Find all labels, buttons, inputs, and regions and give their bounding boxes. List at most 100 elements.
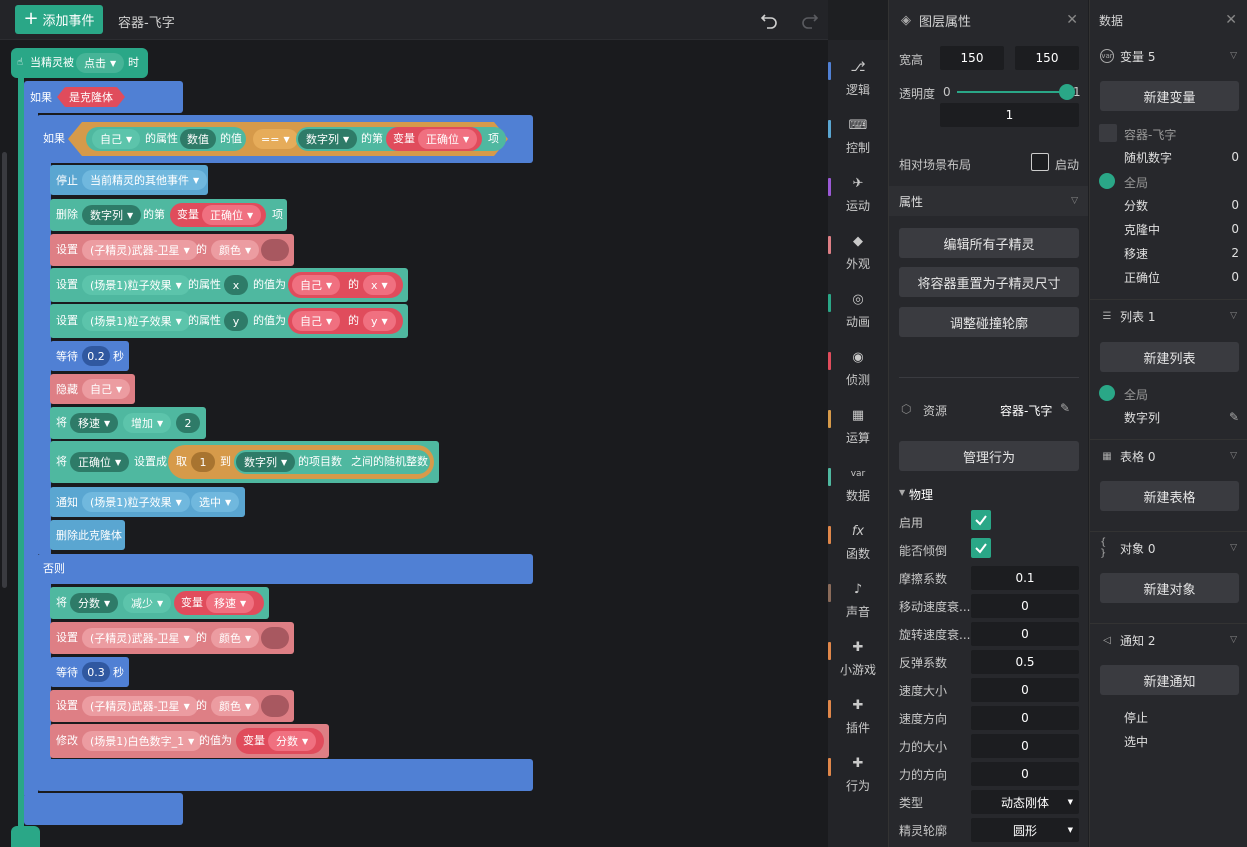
notify-msg-dropdown[interactable]: 选中 ▼ <box>191 492 239 512</box>
wait-value-1[interactable]: 0.2 <box>82 346 110 366</box>
list-item[interactable]: 选中 <box>1124 731 1239 751</box>
color-swatch-2[interactable] <box>261 627 289 649</box>
category-animation[interactable]: ◎ 动画 <box>828 282 888 338</box>
redo-button[interactable] <box>800 10 820 30</box>
color-prop-dropdown-3[interactable]: 颜色 ▼ <box>211 696 259 716</box>
add-event-button[interactable]: + 添加事件 <box>15 5 103 34</box>
color-swatch-3[interactable] <box>261 695 289 717</box>
set-x-target-dropdown[interactable]: (场景1)粒子效果 ▼ <box>82 275 190 295</box>
new-variable-button[interactable]: 新建变量 <box>1100 81 1239 111</box>
list-dropdown[interactable]: 数字列 ▼ <box>298 129 357 149</box>
dec-op-dropdown[interactable]: 减少 ▼ <box>123 593 171 613</box>
move-decay-input[interactable]: 0 <box>971 594 1079 618</box>
list-item[interactable]: 数字列 ✎ <box>1124 407 1239 427</box>
enable-checkbox[interactable] <box>971 510 991 530</box>
notify-target-dropdown[interactable]: (场景1)粒子效果 ▼ <box>82 492 190 512</box>
tables-section[interactable]: ▦ 表格 0 ▽ <box>1090 441 1247 471</box>
new-object-button[interactable]: 新建对象 <box>1100 573 1239 603</box>
new-list-button[interactable]: 新建列表 <box>1100 342 1239 372</box>
force-input[interactable]: 0 <box>971 734 1079 758</box>
color-swatch-1[interactable] <box>261 239 289 261</box>
set-color-target-dropdown-3[interactable]: (子精灵)武器-卫星 ▼ <box>82 696 198 716</box>
change-op-dropdown[interactable]: 增加 ▼ <box>123 413 171 433</box>
set-x-sub-dropdown[interactable]: x ▼ <box>363 275 396 295</box>
category-logic[interactable]: ⎇ 逻辑 <box>828 50 888 106</box>
delete-list-dropdown[interactable]: 数字列 ▼ <box>82 205 141 225</box>
is-clone-condition[interactable]: 是克隆体 <box>57 87 125 107</box>
event-trigger-dropdown[interactable]: 点击 ▼ <box>76 53 124 73</box>
count-list-dropdown[interactable]: 数字列 ▼ <box>236 452 295 472</box>
speed-dir-input[interactable]: 0 <box>971 706 1079 730</box>
set-y-sub-dropdown[interactable]: y ▼ <box>363 311 396 331</box>
edit-children-button[interactable]: 编辑所有子精灵 <box>899 228 1079 258</box>
outline-select[interactable]: 圆形 ▼ <box>971 818 1079 842</box>
category-sound[interactable]: ♪ 声音 <box>828 572 888 628</box>
height-input[interactable]: 150 <box>1015 46 1079 70</box>
set-x-prop-slot[interactable]: x <box>224 275 248 295</box>
category-looks[interactable]: ◆ 外观 <box>828 224 888 280</box>
friction-input[interactable]: 0.1 <box>971 566 1079 590</box>
delete-var-dropdown[interactable]: 正确位 ▼ <box>202 205 261 225</box>
category-motion[interactable]: ✈ 运动 <box>828 166 888 222</box>
category-data[interactable]: var 数据 <box>828 456 888 512</box>
category-function[interactable]: fx 函数 <box>828 514 888 570</box>
color-prop-dropdown-1[interactable]: 颜色 ▼ <box>211 240 259 260</box>
wait-value-2[interactable]: 0.3 <box>82 662 110 682</box>
list-item[interactable]: 随机数字 0 <box>1124 147 1239 167</box>
dec-var-dropdown[interactable]: 分数 ▼ <box>70 593 118 613</box>
prop-slot[interactable]: 数值 <box>180 129 216 149</box>
list-item[interactable]: 停止 <box>1124 707 1239 727</box>
category-behavior[interactable]: ✚ 行为 <box>828 746 888 802</box>
notices-section[interactable]: ◁ 通知 2 ▽ <box>1090 625 1247 655</box>
edit-pencil-icon[interactable]: ✎ <box>1060 401 1070 415</box>
category-control[interactable]: ⌨ 控制 <box>828 108 888 164</box>
opacity-input[interactable]: 1 <box>940 103 1079 127</box>
force-dir-input[interactable]: 0 <box>971 762 1079 786</box>
caret-down-icon[interactable]: ▼ <box>899 488 905 497</box>
adjust-collision-button[interactable]: 调整碰撞轮廓 <box>899 307 1079 337</box>
modify-v-dropdown[interactable]: 分数 ▼ <box>268 731 316 751</box>
operator-dropdown[interactable]: == ▼ <box>253 129 298 149</box>
change-value[interactable]: 2 <box>176 413 200 433</box>
lists-section[interactable]: ☰ 列表 1 ▽ <box>1090 301 1247 331</box>
var-dropdown[interactable]: 正确位 ▼ <box>418 129 477 149</box>
new-notice-button[interactable]: 新建通知 <box>1100 665 1239 695</box>
list-item[interactable]: 移速 2 <box>1124 243 1239 263</box>
list-item[interactable]: 克隆中 0 <box>1124 219 1239 239</box>
color-prop-dropdown-2[interactable]: 颜色 ▼ <box>211 628 259 648</box>
width-input[interactable]: 150 <box>940 46 1004 70</box>
set-y-prop-slot[interactable]: y <box>224 311 248 331</box>
set-color-target-dropdown-1[interactable]: (子精灵)武器-卫星 ▼ <box>82 240 198 260</box>
list-item[interactable]: 正确位 0 <box>1124 267 1239 287</box>
block-canvas[interactable]: ☝ 当精灵被 点击 ▼ 时 如果 是克隆体 如果 自己 ▼ 的属性 数值 的值 ==… <box>0 40 828 847</box>
manage-behavior-button[interactable]: 管理行为 <box>899 441 1079 471</box>
category-plugin[interactable]: ✚ 插件 <box>828 688 888 744</box>
modify-target-dropdown[interactable]: (场景1)白色数字_1 ▼ <box>82 731 202 751</box>
hide-target-dropdown[interactable]: 自己 ▼ <box>82 379 130 399</box>
category-minigame[interactable]: ✚ 小游戏 <box>828 630 888 686</box>
set-color-target-dropdown-2[interactable]: (子精灵)武器-卫星 ▼ <box>82 628 198 648</box>
change-var-dropdown[interactable]: 移速 ▼ <box>70 413 118 433</box>
rotate-decay-input[interactable]: 0 <box>971 622 1079 646</box>
stop-target-dropdown[interactable]: 当前精灵的其他事件 ▼ <box>82 170 207 190</box>
close-icon[interactable]: ✕ <box>1066 12 1078 28</box>
speed-input[interactable]: 0 <box>971 678 1079 702</box>
list-item[interactable]: 分数 0 <box>1124 195 1239 215</box>
set-y-target-dropdown[interactable]: (场景1)粒子效果 ▼ <box>82 311 190 331</box>
set-random-var-dropdown[interactable]: 正确位 ▼ <box>70 452 129 472</box>
undo-button[interactable] <box>759 10 779 30</box>
can-tilt-checkbox[interactable] <box>971 538 991 558</box>
objects-section[interactable]: { } 对象 0 ▽ <box>1090 533 1247 563</box>
relative-layout-checkbox[interactable] <box>1031 153 1049 171</box>
self-dropdown[interactable]: 自己 ▼ <box>92 129 140 149</box>
reset-size-button[interactable]: 将容器重置为子精灵尺寸 <box>899 267 1079 297</box>
dec-v-dropdown[interactable]: 移速 ▼ <box>206 593 254 613</box>
bounce-input[interactable]: 0.5 <box>971 650 1079 674</box>
variables-section[interactable]: var 变量 5 ▽ <box>1090 41 1247 71</box>
new-table-button[interactable]: 新建表格 <box>1100 481 1239 511</box>
category-sensing[interactable]: ◉ 侦测 <box>828 340 888 396</box>
category-operators[interactable]: ▦ 运算 <box>828 398 888 454</box>
type-select[interactable]: 动态刚体 ▼ <box>971 790 1079 814</box>
random-from-value[interactable]: 1 <box>191 452 215 472</box>
set-y-self-dropdown[interactable]: 自己 ▼ <box>292 311 340 331</box>
